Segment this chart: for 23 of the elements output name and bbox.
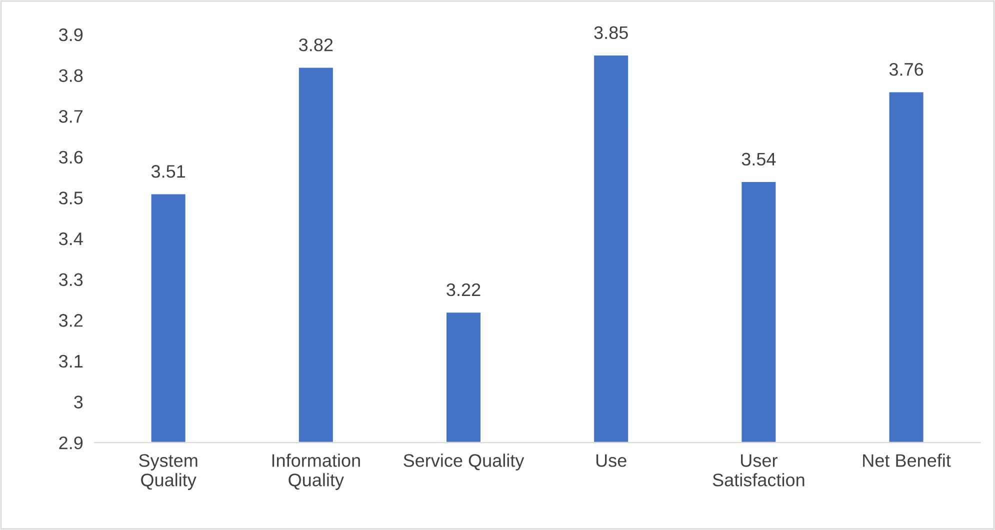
x-tick-label: Use xyxy=(596,454,626,467)
y-tick-label: 3.2 xyxy=(59,314,83,327)
data-label: 3.54 xyxy=(742,152,776,166)
x-tick-label: User Satisfaction xyxy=(712,454,804,486)
y-tick-label: 3.5 xyxy=(59,192,83,204)
y-tick-label: 3.8 xyxy=(59,69,83,82)
x-tick-label: Information Quality xyxy=(272,454,360,490)
data-label: 3.85 xyxy=(594,26,628,40)
data-label: 3.51 xyxy=(151,165,186,178)
x-tick-label: Service Quality xyxy=(404,454,524,470)
y-tick-label: 3 xyxy=(74,396,83,408)
x-tick-label: Net Benefit xyxy=(863,454,951,467)
y-tick-label: 3.6 xyxy=(59,150,83,164)
data-label: 3.82 xyxy=(299,38,333,52)
y-tick-label: 3.9 xyxy=(59,28,83,42)
x-tick-label: System Quality xyxy=(139,454,198,490)
y-tick-label: 2.9 xyxy=(59,436,83,450)
y-tick-label: 3.3 xyxy=(59,273,83,286)
data-label: 3.22 xyxy=(446,283,480,296)
data-label: 3.76 xyxy=(889,62,924,76)
y-tick-label: 3.4 xyxy=(59,232,83,246)
y-tick-label: 3.7 xyxy=(59,110,83,123)
y-tick-label: 3.1 xyxy=(59,354,83,368)
